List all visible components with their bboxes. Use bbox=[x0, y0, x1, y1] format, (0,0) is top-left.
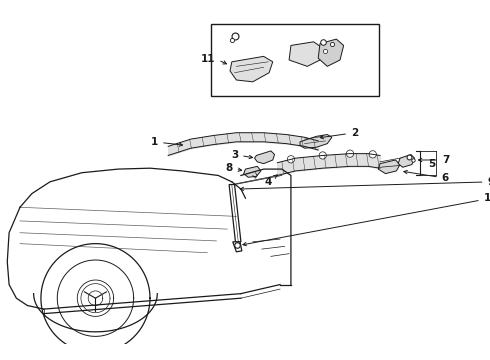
Polygon shape bbox=[233, 242, 242, 252]
Text: 8: 8 bbox=[225, 163, 242, 173]
Polygon shape bbox=[289, 42, 323, 66]
Text: 2: 2 bbox=[320, 128, 358, 139]
Text: 9: 9 bbox=[240, 177, 490, 190]
Polygon shape bbox=[230, 57, 273, 82]
Polygon shape bbox=[229, 185, 241, 242]
Polygon shape bbox=[244, 166, 261, 177]
Polygon shape bbox=[398, 154, 415, 167]
Text: 4: 4 bbox=[265, 175, 277, 187]
Polygon shape bbox=[318, 39, 343, 66]
Polygon shape bbox=[255, 151, 274, 164]
Circle shape bbox=[346, 150, 354, 157]
Bar bbox=[211, 24, 379, 96]
Text: 5: 5 bbox=[428, 159, 436, 168]
Text: 3: 3 bbox=[231, 149, 252, 159]
Text: 1: 1 bbox=[151, 137, 183, 147]
Text: 11: 11 bbox=[201, 54, 216, 64]
Circle shape bbox=[369, 151, 376, 158]
Text: 10: 10 bbox=[243, 193, 490, 246]
Text: 7: 7 bbox=[418, 155, 449, 165]
Circle shape bbox=[287, 156, 294, 163]
Text: 6: 6 bbox=[404, 170, 449, 183]
Polygon shape bbox=[378, 160, 400, 174]
Polygon shape bbox=[300, 135, 332, 148]
Circle shape bbox=[319, 152, 326, 159]
